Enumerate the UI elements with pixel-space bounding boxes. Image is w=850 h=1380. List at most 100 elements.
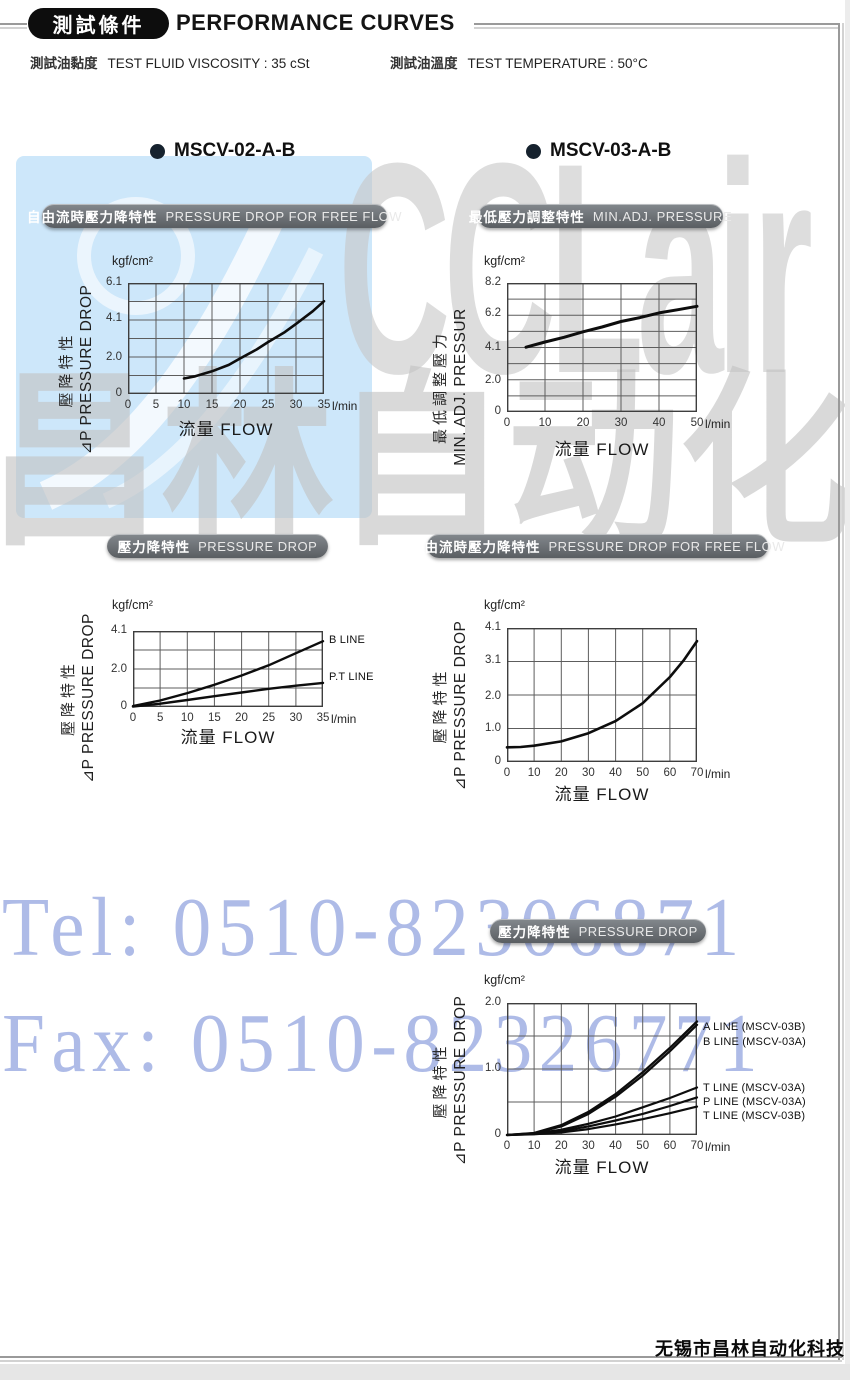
pill-cjk-text: 自由流時壓力降特性 (410, 540, 541, 555)
x-tick-label: 10 (538, 417, 552, 429)
y-axis-title-cjk: 最低調整壓力 (432, 330, 449, 445)
data-curve (505, 639, 699, 749)
x-tick-label: 30 (289, 712, 303, 724)
x-tick-label: 15 (205, 399, 219, 411)
x-tick-label: 40 (652, 417, 666, 429)
section-badge: 測試條件 (28, 8, 169, 39)
x-tick-label: 10 (527, 767, 541, 779)
model-heading-mscv02: MSCV-02-A-B (150, 140, 295, 162)
x-axis-title: 流量 FLOW (180, 728, 276, 747)
data-curve (524, 304, 699, 349)
frame-line-top-right (474, 23, 840, 29)
x-tick-label: 0 (129, 712, 137, 724)
condition-cjk-label: 測試油黏度 (30, 56, 98, 71)
test-condition-temperature: 測試油溫度 TEST TEMPERATURE : 50°C (390, 52, 648, 72)
x-tick-label: 10 (180, 712, 194, 724)
y-tick-label: 0 (494, 755, 501, 767)
series-label: A LINE (MSCV-03B) (703, 1020, 806, 1033)
data-curve (505, 1023, 699, 1137)
model-label: MSCV-02-A-B (174, 140, 296, 161)
x-tick-label: 70 (690, 1140, 704, 1152)
y-tick-label: 2.0 (485, 373, 501, 386)
y-tick-label: 4.1 (111, 624, 127, 636)
frame-line-top-left (0, 23, 27, 29)
pill-en-text: MIN.ADJ. PRESSURE (592, 208, 733, 224)
series-label: B LINE (329, 633, 366, 646)
y-tick-label: 4.1 (485, 340, 501, 353)
pill-cjk-text: 壓力降特性 (117, 540, 191, 555)
pill-pressure-drop-02: 壓力降特性 PRESSURE DROP (107, 534, 328, 558)
y-axis-title-en: MIN. ADJ. PRESSUR (451, 308, 469, 466)
x-axis-title: 流量 FLOW (554, 785, 650, 804)
y-tick-label: 2.0 (485, 689, 501, 702)
x-tick-label: 10 (177, 399, 191, 411)
x-tick-label: 25 (261, 399, 275, 411)
chart-canvas (505, 627, 699, 763)
x-tick-label: 50 (636, 767, 650, 779)
x-tick-label: 15 (208, 712, 221, 724)
series-label: T LINE (MSCV-03B) (703, 1109, 806, 1122)
x-unit-label: l/min (331, 712, 357, 726)
footer-company-name: 无锡市昌林自动化科技 (655, 1339, 845, 1359)
page-edge-bottom (0, 1364, 850, 1380)
x-tick-label: 30 (614, 417, 628, 429)
x-axis-title: 流量 FLOW (178, 420, 274, 439)
x-tick-label: 60 (663, 1140, 677, 1152)
pill-en-text: PRESSURE DROP (578, 923, 698, 939)
x-tick-label: 0 (503, 767, 511, 779)
page-title: PERFORMANCE CURVES (176, 10, 455, 35)
y-axis-title-cjk: 壓降特性 (58, 331, 75, 408)
pill-cjk-text: 壓力降特性 (498, 925, 571, 940)
page-edge-right (845, 0, 850, 1380)
y-axis-title: 壓降特性 ⊿P PRESSURE DROP (58, 267, 96, 472)
pill-pressure-drop-free-flow-03: 自由流時壓力降特性 PRESSURE DROP FOR FREE FLOW (410, 534, 784, 558)
x-tick-label: 30 (582, 767, 595, 779)
y-axis-title-cjk: 壓降特性 (60, 660, 77, 737)
x-tick-label: 40 (609, 767, 622, 779)
y-unit-label: kgf/cm² (484, 973, 525, 987)
frame-line-bottom (0, 1356, 842, 1362)
y-axis-title: 壓降特性 ⊿P PRESSURE DROP (60, 598, 98, 798)
pill-min-adj-pressure: 最低壓力調整特性 MIN.ADJ. PRESSURE (469, 204, 732, 228)
x-tick-label: 20 (554, 767, 568, 779)
x-tick-label: 0 (124, 399, 132, 411)
model-heading-mscv03: MSCV-03-A-B (526, 140, 671, 162)
y-tick-label: 0 (494, 405, 501, 417)
x-tick-label: 70 (690, 767, 704, 779)
y-tick-label: 4.1 (485, 621, 501, 633)
x-tick-label: 60 (663, 767, 677, 779)
y-tick-label: 2.0 (111, 662, 127, 675)
y-tick-label: 6.1 (106, 276, 122, 288)
x-tick-label: 25 (262, 712, 276, 724)
pill-en-text: PRESSURE DROP FOR FREE FLOW (548, 538, 785, 554)
x-tick-label: 50 (636, 1140, 650, 1152)
y-tick-label: 2.0 (106, 350, 122, 363)
chart-pressure-drop-free-flow-mscv03: 0 10 20 30 40 50 60 70 0 1.0 2.0 3.1 4.1 l/min (485, 621, 730, 781)
y-tick-label: 2.0 (485, 996, 501, 1008)
x-axis-title: 流量 FLOW (554, 440, 650, 459)
x-unit-label: l/min (705, 767, 731, 781)
y-unit-label: kgf/cm² (484, 598, 525, 612)
y-axis-title-en: ⊿P PRESSURE DROP (451, 620, 469, 791)
x-tick-label: 50 (690, 417, 704, 429)
pill-pressure-drop-free-flow-02: 自由流時壓力降特性 PRESSURE DROP FOR FREE FLOW (27, 204, 401, 228)
y-tick-label: 3.1 (485, 653, 501, 666)
y-axis-title: 壓降特性 ⊿P PRESSURE DROP (432, 603, 470, 808)
series-label: B LINE (MSCV-03A) (703, 1035, 807, 1048)
model-label: MSCV-03-A-B (550, 140, 672, 161)
pill-en-text: PRESSURE DROP (198, 538, 318, 554)
company-cjk-watermark: 昌林自动化 (0, 357, 850, 567)
y-unit-label: kgf/cm² (484, 254, 525, 268)
x-tick-label: 40 (609, 1140, 622, 1152)
x-tick-label: 5 (152, 399, 160, 411)
y-tick-label: 0 (494, 1128, 501, 1140)
y-unit-label: kgf/cm² (112, 254, 153, 268)
pill-pressure-drop-03: 壓力降特性 PRESSURE DROP (490, 919, 706, 943)
chart-canvas (505, 1002, 699, 1137)
chart-pressure-drop-mscv02: 0 5 10 15 20 25 30 35 0 2.0 4.1 l/min B LINE P.T LINE (111, 624, 373, 726)
y-axis-title-en: ⊿P PRESSURE DROP (451, 995, 469, 1166)
bullet-icon (150, 143, 165, 159)
chart-canvas (131, 630, 325, 708)
test-condition-viscosity: 測試油黏度 TEST FLUID VISCOSITY : 35 cSt (30, 52, 310, 72)
